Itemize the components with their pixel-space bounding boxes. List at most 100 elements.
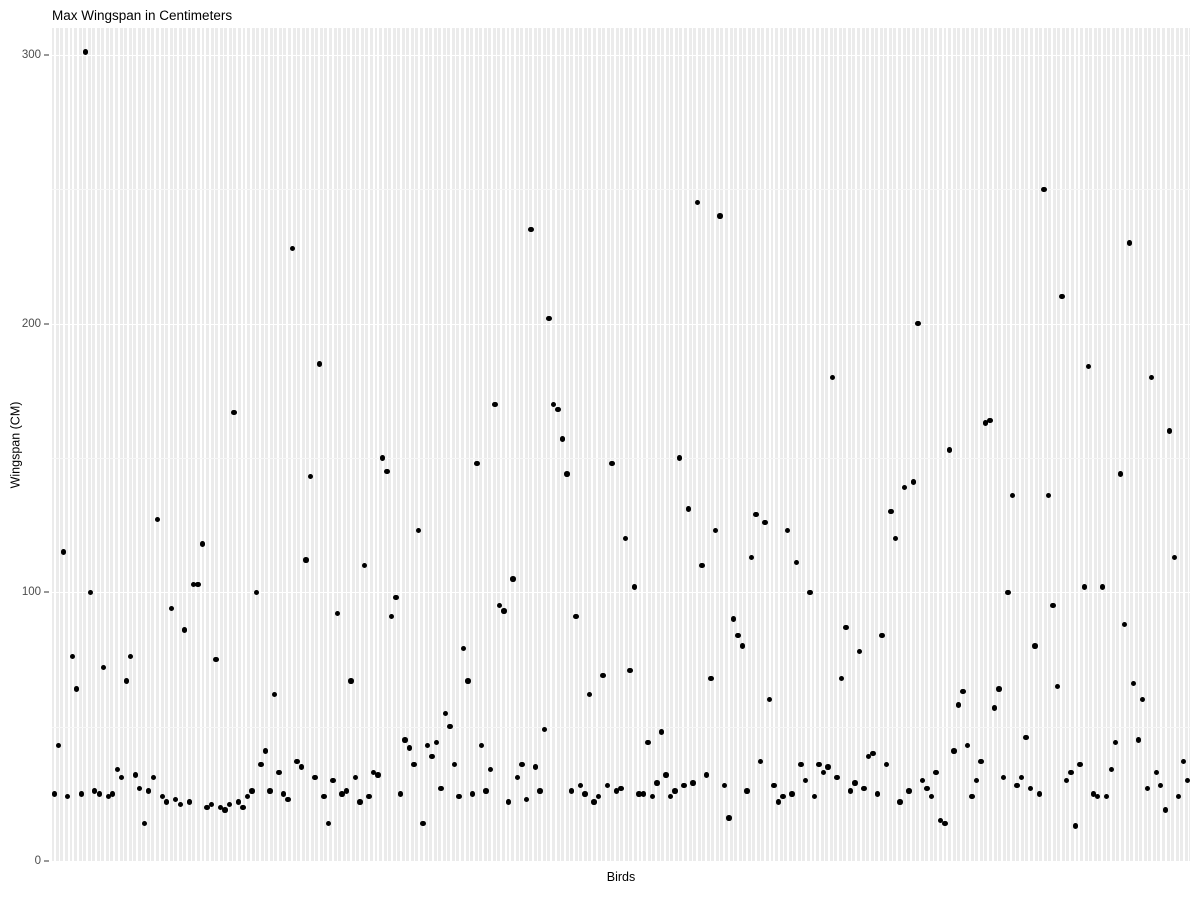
scatter-point: [901, 484, 908, 491]
scatter-point: [1023, 734, 1029, 741]
scatter-point: [303, 557, 309, 563]
scatter-point: [559, 436, 566, 442]
scatter-point: [411, 761, 417, 767]
scatter-point: [573, 613, 579, 620]
scatter-point: [663, 772, 669, 778]
scatter-point: [892, 535, 899, 542]
scatter-point: [244, 793, 251, 800]
scatter-point: [861, 785, 867, 792]
scatter-point: [541, 726, 548, 733]
scatter-point: [442, 710, 449, 716]
scatter-point: [528, 226, 534, 233]
scatter-point: [523, 796, 530, 802]
scatter-point: [951, 748, 957, 754]
scatter-point: [753, 511, 759, 518]
scatter-point: [361, 562, 368, 569]
y-tick-mark: [44, 323, 49, 325]
scatter-point: [847, 788, 854, 794]
scatter-point: [316, 361, 323, 367]
scatter-point: [424, 742, 431, 749]
scatter-point: [676, 455, 683, 461]
scatter-point: [1176, 793, 1182, 800]
scatter-point: [96, 791, 102, 797]
scatter-point: [717, 213, 723, 219]
scatter-point: [1027, 785, 1034, 792]
scatter-point: [195, 581, 201, 587]
scatter-point: [802, 777, 809, 784]
scatter-point: [217, 804, 224, 810]
scatter-point: [1072, 823, 1078, 829]
scatter-point: [964, 742, 971, 749]
scatter-point: [258, 761, 264, 767]
scatter-point: [60, 549, 66, 555]
scatter-point: [937, 818, 944, 824]
scatter-point: [69, 654, 75, 660]
scatter-point: [703, 772, 710, 778]
scatter-point: [164, 799, 170, 805]
scatter-point: [56, 742, 62, 749]
scatter-point: [433, 740, 440, 746]
scatter-point: [1162, 807, 1168, 813]
scatter-point: [492, 401, 498, 407]
scatter-point: [1018, 775, 1025, 781]
scatter-point: [1108, 766, 1114, 773]
scatter-point: [267, 788, 273, 794]
scatter-point: [141, 820, 147, 827]
scatter-point: [415, 527, 422, 534]
scatter-point: [978, 758, 984, 765]
scatter-point: [393, 594, 399, 601]
scatter-point: [137, 785, 143, 792]
scatter-point: [155, 517, 161, 523]
scatter-point: [1032, 643, 1038, 649]
scatter-point: [186, 799, 192, 805]
y-axis: 0 100 200 300: [0, 28, 52, 867]
scatter-point: [960, 689, 966, 695]
y-tick-label: 200: [21, 317, 41, 330]
scatter-point: [969, 793, 975, 800]
scatter-point: [105, 793, 111, 800]
scatter-point: [568, 788, 575, 794]
scatter-point: [514, 775, 521, 781]
scatter-point: [119, 775, 125, 781]
scatter-point: [1158, 783, 1164, 789]
scatter-point: [330, 777, 336, 784]
plot-panel: [52, 28, 1190, 861]
scatter-point: [780, 793, 786, 800]
scatter-point: [78, 791, 84, 797]
scatter-point: [582, 791, 588, 797]
scatter-point: [649, 793, 656, 800]
scatter-point: [613, 788, 620, 794]
scatter-point: [739, 643, 746, 649]
scatter-point: [1036, 791, 1043, 797]
scatter-point: [658, 729, 665, 735]
scatter-point: [636, 791, 642, 797]
scatter-point: [357, 799, 363, 805]
scatter-point: [132, 772, 138, 778]
scatter-point: [213, 656, 219, 663]
scatter-point: [762, 519, 768, 526]
y-tick-label: 100: [21, 586, 41, 599]
scatter-point: [919, 777, 926, 784]
scatter-point: [591, 799, 597, 805]
scatter-point: [1167, 428, 1173, 434]
scatter-point: [640, 791, 647, 797]
scatter-point: [1095, 793, 1101, 800]
scatter-point: [298, 764, 305, 770]
scatter-point: [325, 820, 332, 827]
scatter-point: [1009, 492, 1016, 499]
scatter-point: [564, 471, 570, 477]
scatter-point: [262, 748, 269, 754]
scatter-point: [915, 320, 921, 327]
scatter-point: [811, 793, 818, 800]
scatter-point: [460, 646, 467, 652]
scatter-point: [469, 791, 476, 797]
scatter-point: [128, 654, 134, 660]
scatter-point: [1131, 680, 1137, 687]
scatter-point: [1104, 793, 1110, 800]
scatter-point: [348, 678, 354, 684]
scatter-point: [289, 245, 296, 252]
scatter-point: [825, 764, 831, 770]
scatter-point: [1140, 697, 1146, 703]
scatter-point: [65, 793, 71, 800]
